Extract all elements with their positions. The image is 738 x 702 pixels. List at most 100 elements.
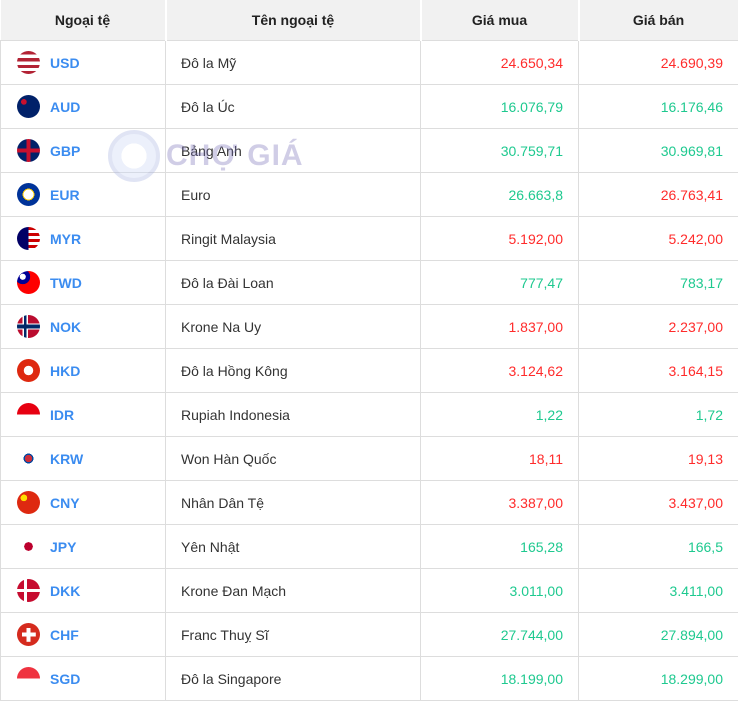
currency-code[interactable]: CHF — [50, 626, 79, 643]
currency-code[interactable]: USD — [50, 54, 80, 71]
flag-eur-icon — [17, 183, 40, 206]
currency-code[interactable]: NOK — [50, 318, 82, 335]
currency-code[interactable]: IDR — [50, 406, 75, 423]
currency-name: Ringit Malaysia — [165, 216, 421, 261]
currency-name: Krone Na Uy — [165, 304, 421, 349]
flag-aud-icon — [17, 95, 40, 118]
sell-price: 30.969,81 — [578, 128, 738, 173]
flag-nok-icon — [17, 315, 40, 338]
flag-cny-icon — [17, 491, 40, 514]
currency-cell: AUD — [0, 84, 166, 129]
currency-cell: NOK — [0, 304, 166, 349]
sell-price: 16.176,46 — [578, 84, 738, 129]
sell-price: 24.690,39 — [578, 40, 738, 85]
flag-jpy-icon — [17, 535, 40, 558]
sell-price: 783,17 — [578, 260, 738, 305]
sell-price: 166,5 — [578, 524, 738, 569]
currency-name: Bảng Anh — [165, 128, 421, 173]
sell-price: 26.763,41 — [578, 172, 738, 217]
buy-price: 16.076,79 — [420, 84, 579, 129]
buy-price: 777,47 — [420, 260, 579, 305]
buy-price: 3.124,62 — [420, 348, 579, 393]
currency-code[interactable]: EUR — [50, 186, 80, 203]
currency-cell: HKD — [0, 348, 166, 393]
table-row[interactable]: MYR Ringit Malaysia 5.192,00 5.242,00 — [0, 216, 738, 261]
currency-name: Rupiah Indonesia — [165, 392, 421, 437]
buy-price: 3.387,00 — [420, 480, 579, 525]
header-code: Ngoại tệ — [0, 0, 167, 41]
currency-code[interactable]: TWD — [50, 274, 82, 291]
table-row[interactable]: TWD Đô la Đài Loan 777,47 783,17 — [0, 260, 738, 305]
table-row[interactable]: KRW Won Hàn Quốc 18,11 19,13 — [0, 436, 738, 481]
currency-name: Won Hàn Quốc — [165, 436, 421, 481]
currency-cell: USD — [0, 40, 166, 85]
table-row[interactable]: USD Đô la Mỹ 24.650,34 24.690,39 — [0, 40, 738, 85]
currency-name: Đô la Mỹ — [165, 40, 421, 85]
table-row[interactable]: GBP Bảng Anh 30.759,71 30.969,81 — [0, 128, 738, 173]
currency-code[interactable]: GBP — [50, 142, 81, 159]
table-row[interactable]: SGD Đô la Singapore 18.199,00 18.299,00 — [0, 656, 738, 701]
header-sell: Giá bán — [578, 0, 738, 41]
currency-code[interactable]: DKK — [50, 582, 81, 599]
currency-code[interactable]: CNY — [50, 494, 80, 511]
sell-price: 19,13 — [578, 436, 738, 481]
sell-price: 1,72 — [578, 392, 738, 437]
buy-price: 1,22 — [420, 392, 579, 437]
buy-price: 30.759,71 — [420, 128, 579, 173]
flag-chf-icon — [17, 623, 40, 646]
currency-cell: CNY — [0, 480, 166, 525]
currency-cell: DKK — [0, 568, 166, 613]
currency-cell: SGD — [0, 656, 166, 701]
buy-price: 26.663,8 — [420, 172, 579, 217]
currency-name: Nhân Dân Tệ — [165, 480, 421, 525]
buy-price: 24.650,34 — [420, 40, 579, 85]
header-name: Tên ngoại tệ — [165, 0, 422, 41]
currency-cell: IDR — [0, 392, 166, 437]
currency-code[interactable]: KRW — [50, 450, 84, 467]
currency-code[interactable]: HKD — [50, 362, 81, 379]
currency-cell: GBP — [0, 128, 166, 173]
flag-usd-icon — [17, 51, 40, 74]
table-row[interactable]: JPY Yên Nhật 165,28 166,5 — [0, 524, 738, 569]
buy-price: 1.837,00 — [420, 304, 579, 349]
flag-myr-icon — [17, 227, 40, 250]
flag-sgd-icon — [17, 667, 40, 690]
flag-idr-icon — [17, 403, 40, 426]
table-row[interactable]: HKD Đô la Hồng Kông 3.124,62 3.164,15 — [0, 348, 738, 393]
buy-price: 165,28 — [420, 524, 579, 569]
table-row[interactable]: CHF Franc Thuỵ Sĩ 27.744,00 27.894,00 — [0, 612, 738, 657]
sell-price: 3.411,00 — [578, 568, 738, 613]
currency-code[interactable]: MYR — [50, 230, 82, 247]
currency-cell: JPY — [0, 524, 166, 569]
currency-cell: EUR — [0, 172, 166, 217]
currency-name: Franc Thuỵ Sĩ — [165, 612, 421, 657]
table-row[interactable]: AUD Đô la Úc 16.076,79 16.176,46 — [0, 84, 738, 129]
flag-dkk-icon — [17, 579, 40, 602]
table-row[interactable]: NOK Krone Na Uy 1.837,00 2.237,00 — [0, 304, 738, 349]
table-row[interactable]: EUR Euro 26.663,8 26.763,41 — [0, 172, 738, 217]
buy-price: 3.011,00 — [420, 568, 579, 613]
sell-price: 27.894,00 — [578, 612, 738, 657]
flag-gbp-icon — [17, 139, 40, 162]
buy-price: 18,11 — [420, 436, 579, 481]
currency-cell: KRW — [0, 436, 166, 481]
currency-code[interactable]: JPY — [50, 538, 77, 555]
currency-code[interactable]: AUD — [50, 98, 81, 115]
flag-hkd-icon — [17, 359, 40, 382]
buy-price: 18.199,00 — [420, 656, 579, 701]
sell-price: 3.164,15 — [578, 348, 738, 393]
currency-name: Đô la Singapore — [165, 656, 421, 701]
buy-price: 5.192,00 — [420, 216, 579, 261]
table-row[interactable]: IDR Rupiah Indonesia 1,22 1,72 — [0, 392, 738, 437]
currency-name: Krone Đan Mạch — [165, 568, 421, 613]
table-row[interactable]: CNY Nhân Dân Tệ 3.387,00 3.437,00 — [0, 480, 738, 525]
currency-code[interactable]: SGD — [50, 670, 81, 687]
table-row[interactable]: DKK Krone Đan Mạch 3.011,00 3.411,00 — [0, 568, 738, 613]
header-buy: Giá mua — [420, 0, 580, 41]
currency-cell: MYR — [0, 216, 166, 261]
currency-cell: CHF — [0, 612, 166, 657]
currency-name: Đô la Đài Loan — [165, 260, 421, 305]
currency-name: Đô la Úc — [165, 84, 421, 129]
currency-name: Đô la Hồng Kông — [165, 348, 421, 393]
